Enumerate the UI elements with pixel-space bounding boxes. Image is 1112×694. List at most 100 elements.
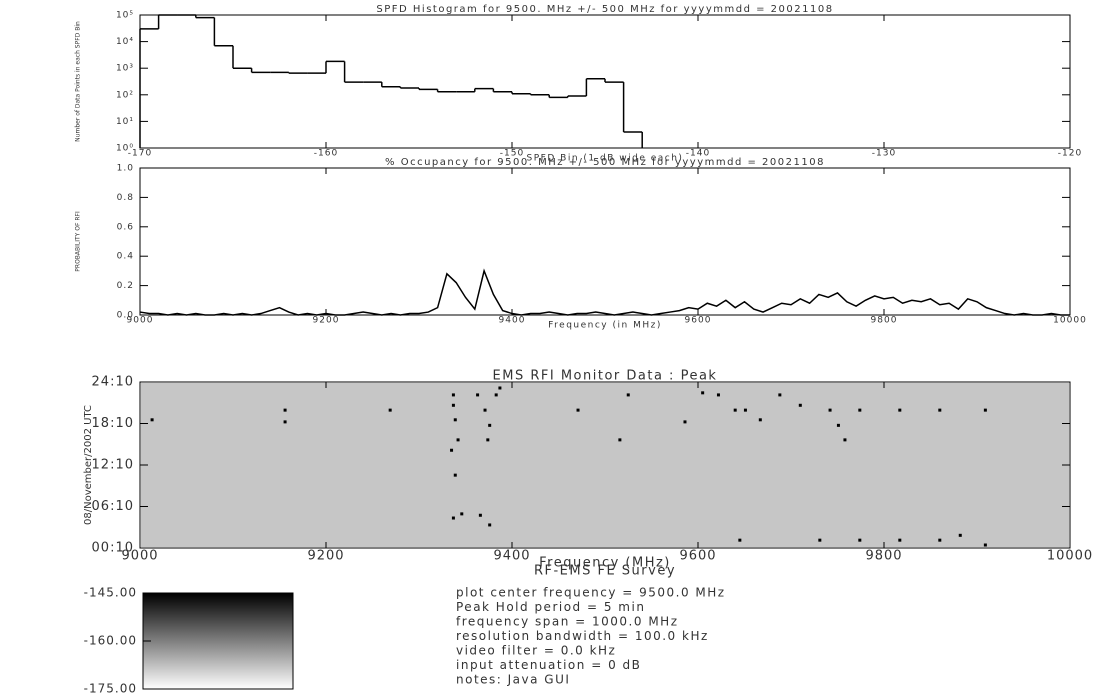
chart-title: % Occupancy for 9500. MHz +/- 500 MHz fo… — [385, 157, 825, 168]
plot-frame — [139, 167, 1071, 316]
rfi-point — [618, 438, 622, 442]
rfi-point — [460, 512, 464, 516]
rfi-point — [450, 448, 454, 452]
chart-title: SPFD Histogram for 9500. MHz +/- 500 MHz… — [376, 4, 833, 15]
rfi-point — [758, 418, 762, 422]
x-tick-label: 9000 — [127, 316, 154, 326]
rfi-point — [486, 438, 490, 442]
y-tick-label: 12:10 — [92, 458, 134, 473]
rfi-point — [283, 408, 287, 412]
rfi-point — [283, 420, 287, 424]
x-tick-label: -120 — [1058, 149, 1082, 159]
rfi-point — [701, 391, 705, 395]
y-tick-label: -145.00 — [84, 586, 137, 600]
rfi-point — [733, 408, 737, 412]
x-axis-label: Frequency (in MHz) — [548, 321, 662, 331]
y-tick-label: 0.6 — [117, 222, 134, 232]
rfi-point — [938, 538, 942, 542]
rfi-point — [626, 393, 630, 397]
rfi-point — [451, 516, 455, 520]
rfi-point — [898, 538, 902, 542]
rfi-point — [983, 408, 987, 412]
rfi-point — [683, 420, 687, 424]
y-tick-label: 0.8 — [117, 193, 134, 203]
y-tick-label: 10² — [116, 90, 134, 100]
info-line: video filter = 0.0 kHz — [456, 644, 616, 658]
x-tick-label: 9600 — [685, 316, 712, 326]
rfi-point — [488, 523, 492, 527]
info-line: Peak Hold period = 5 min — [456, 600, 645, 614]
y-tick-label: -175.00 — [84, 682, 137, 694]
rfi-point — [983, 543, 987, 547]
y-tick-label: 06:10 — [92, 499, 134, 514]
chart-subtitle: RF-EMS FE Survey — [534, 564, 676, 579]
y-axis-label: 08/November/2002 UTC — [83, 405, 94, 525]
info-line: frequency span = 1000.0 MHz — [456, 615, 679, 629]
rfi-point — [716, 393, 720, 397]
y-tick-label: 10⁵ — [116, 11, 134, 21]
rfi-point — [778, 393, 782, 397]
rfi-point — [388, 408, 392, 412]
rfi-point — [938, 408, 942, 412]
y-tick-label: 10⁴ — [116, 37, 134, 47]
y-tick-label: 24:10 — [92, 375, 134, 390]
y-tick-label: 18:10 — [92, 416, 134, 431]
rfi-point — [150, 418, 154, 422]
rfi-point — [836, 423, 840, 427]
rfi-point — [498, 386, 502, 390]
rfi-point — [798, 403, 802, 407]
rfi-point — [843, 438, 847, 442]
x-axis-label: Frequency (MHz) — [539, 556, 671, 571]
y-tick-label: 10¹ — [116, 117, 134, 127]
x-tick-label: 9800 — [871, 316, 898, 326]
x-tick-label: 9800 — [865, 549, 902, 564]
occupancy-line — [139, 268, 1070, 316]
rfi-point — [858, 538, 862, 542]
rfi-point — [456, 438, 460, 442]
y-axis-label: Number of Data Points in each SPFD Bin — [75, 21, 82, 142]
x-tick-label: -130 — [872, 149, 896, 159]
x-tick-label: 9200 — [307, 549, 344, 564]
x-tick-label: -150 — [500, 149, 524, 159]
chart-title: EMS RFI Monitor Data : Peak — [493, 369, 718, 384]
rfi-point — [818, 538, 822, 542]
x-tick-label: -140 — [686, 149, 710, 159]
x-tick-label: 9400 — [499, 316, 526, 326]
y-tick-label: 10³ — [116, 64, 134, 74]
rfi-point — [476, 393, 480, 397]
rfi-point — [828, 408, 832, 412]
colorbar — [143, 593, 293, 689]
plot-frame — [139, 14, 1071, 149]
y-axis-label: PROBABILITY OF RFI — [75, 211, 82, 272]
x-tick-label: 9000 — [121, 549, 158, 564]
rfi-point — [858, 408, 862, 412]
y-tick-label: 0.2 — [117, 281, 134, 291]
rfi-point — [488, 423, 492, 427]
x-tick-label: 10000 — [1047, 549, 1093, 564]
x-axis-label: SPFD Bin (1 dB wide each) — [527, 154, 684, 164]
y-tick-label: -160.00 — [84, 634, 137, 648]
info-line: notes: Java GUI — [456, 673, 570, 687]
y-tick-label: 0.0 — [117, 311, 134, 321]
info-line: resolution bandwidth = 100.0 kHz — [456, 629, 709, 643]
x-tick-label: 9600 — [679, 549, 716, 564]
x-tick-label: 9400 — [493, 549, 530, 564]
rfi-point — [451, 393, 455, 397]
rfi-point — [453, 473, 457, 477]
info-line: plot center frequency = 9500.0 MHz — [456, 586, 726, 600]
y-tick-label: 00:10 — [92, 541, 134, 556]
rfi-point — [494, 393, 498, 397]
plot-background — [141, 383, 1069, 547]
x-tick-label: -170 — [128, 149, 152, 159]
y-tick-label: 10⁰ — [116, 144, 134, 154]
rfi-point — [451, 403, 455, 407]
x-tick-label: 10000 — [1053, 316, 1087, 326]
rfi-point — [453, 418, 457, 422]
rfi-point — [576, 408, 580, 412]
x-tick-label: -160 — [314, 149, 338, 159]
x-tick-label: 9200 — [313, 316, 340, 326]
rfi-point — [958, 533, 962, 537]
y-tick-label: 0.4 — [117, 252, 134, 262]
rfi-point — [743, 408, 747, 412]
